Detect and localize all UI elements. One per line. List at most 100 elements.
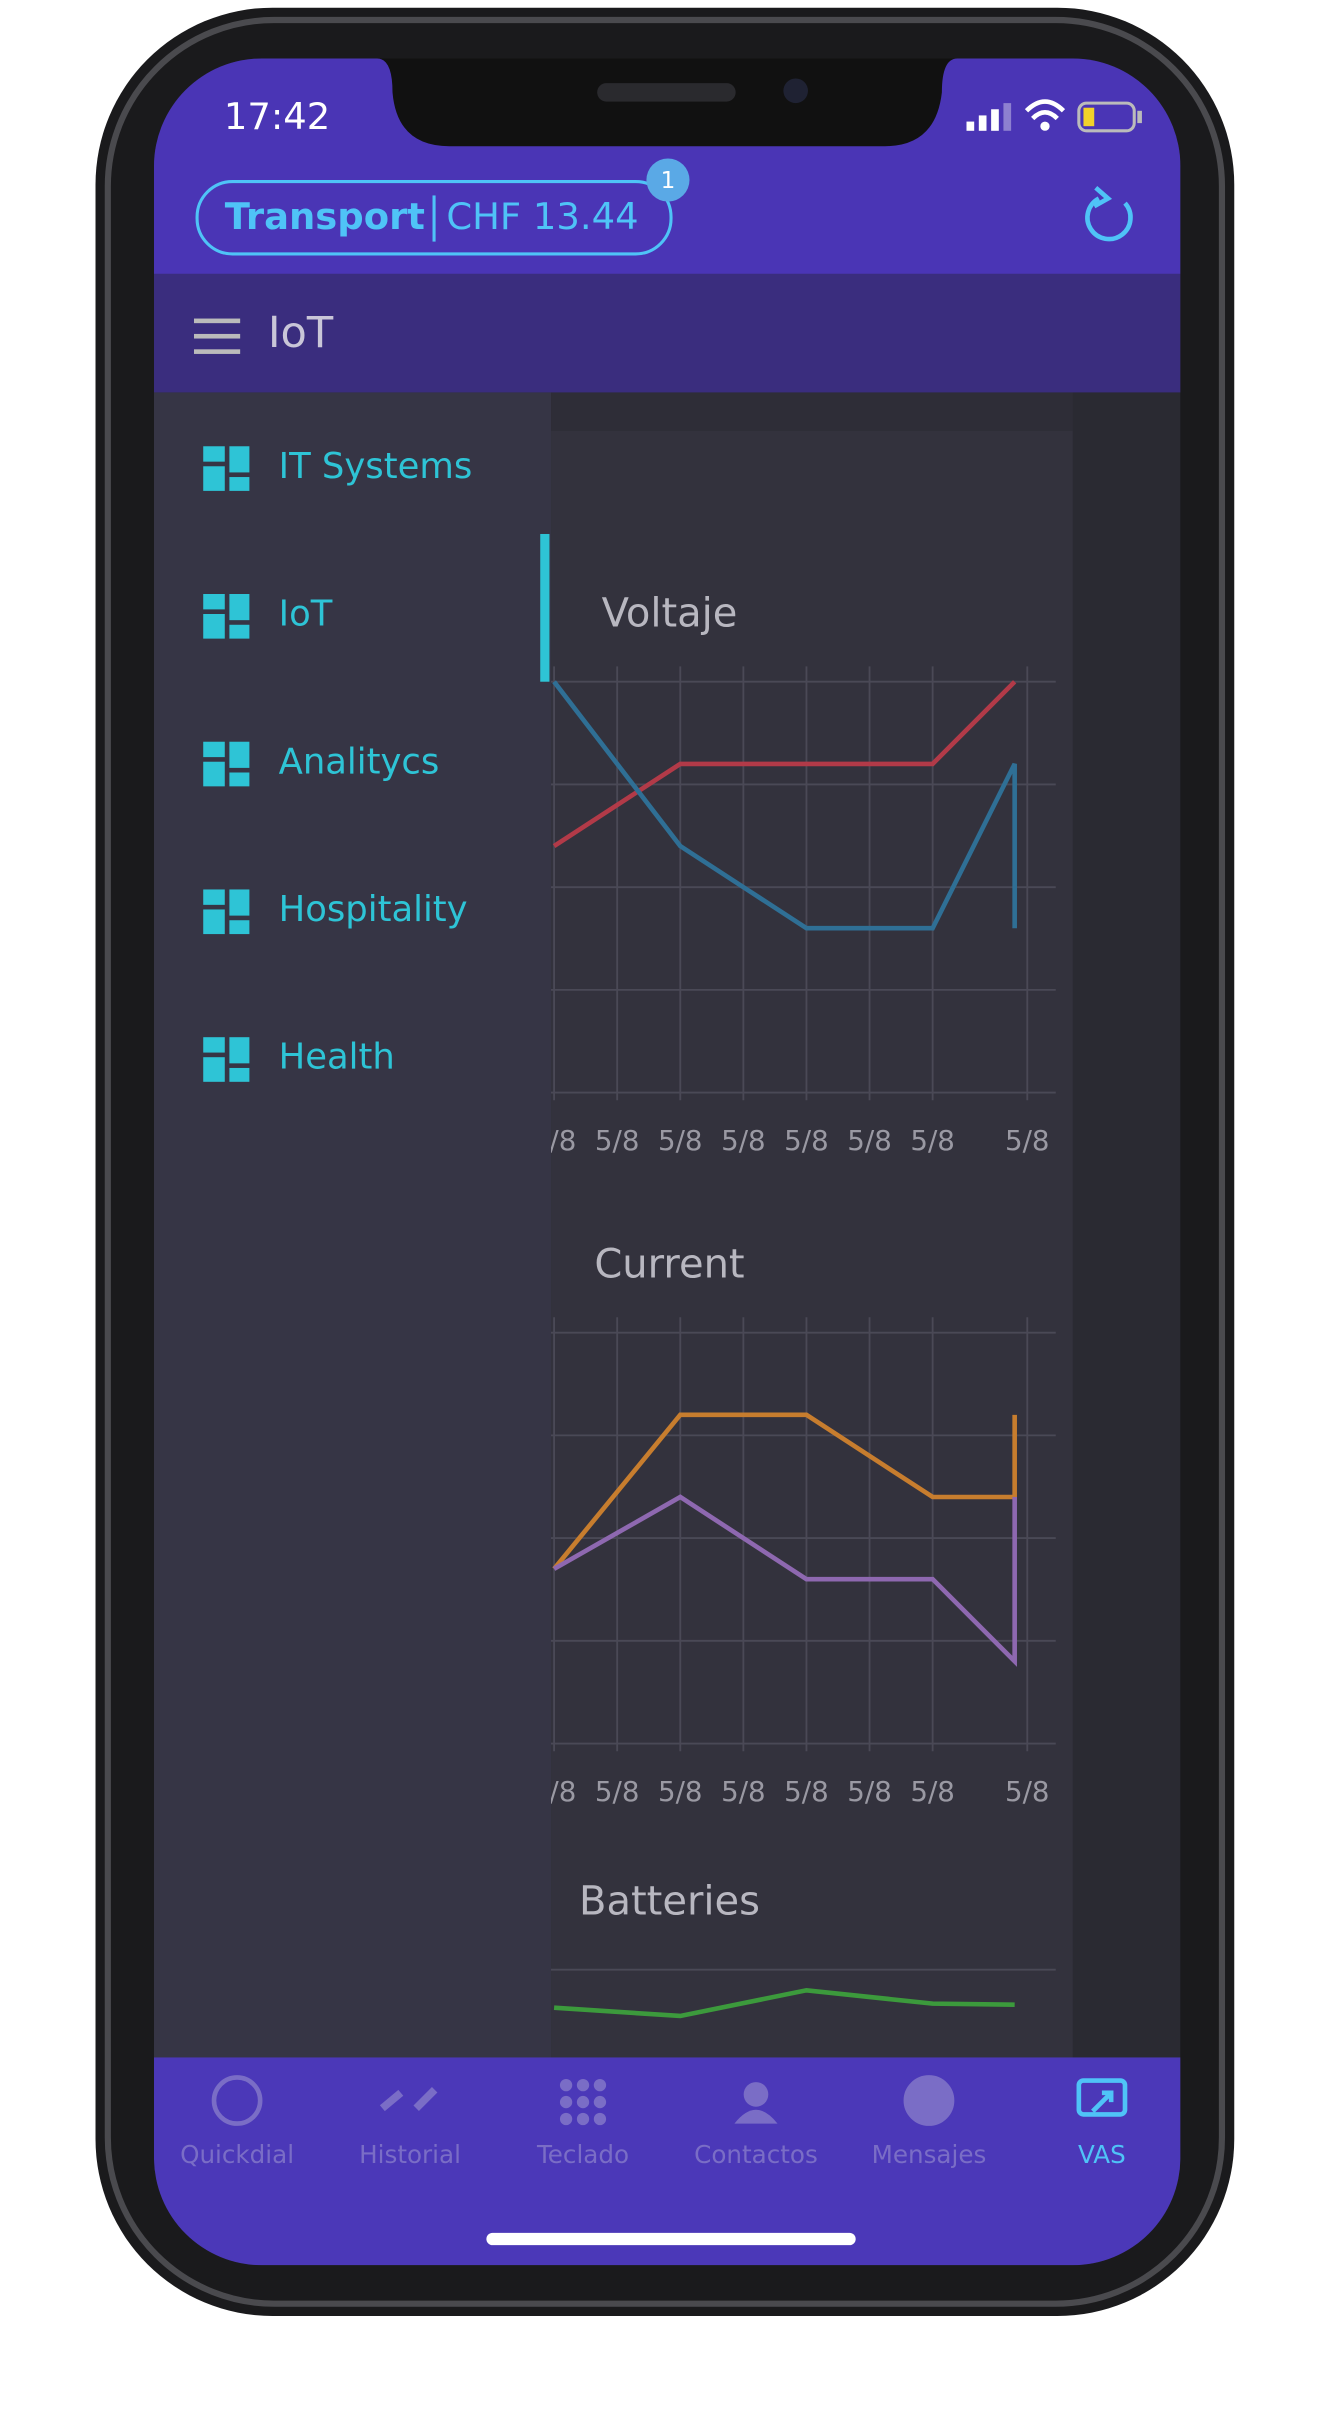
nav-label: Mensajes bbox=[872, 2140, 987, 2169]
nav-icon bbox=[559, 2112, 573, 2126]
menu-item[interactable]: IT Systems bbox=[203, 446, 472, 491]
menu-icon bbox=[203, 614, 225, 639]
badge-count: 1 bbox=[661, 168, 676, 194]
camera bbox=[783, 78, 808, 104]
nav-icon bbox=[903, 2075, 955, 2126]
home-indicator bbox=[486, 2232, 856, 2246]
nav-label: Historial bbox=[359, 2140, 461, 2169]
menu-icon bbox=[203, 909, 225, 935]
nav-icon bbox=[576, 2095, 590, 2109]
chart-title: Voltaje bbox=[602, 591, 738, 637]
nav-icon bbox=[211, 2075, 263, 2126]
nav-item[interactable]: Quickdial bbox=[180, 2075, 294, 2169]
drawer bbox=[153, 392, 552, 2070]
x-tick-label: 5/8 bbox=[1005, 1124, 1050, 1157]
menu-item[interactable]: IoT bbox=[203, 593, 333, 639]
menu-icon bbox=[229, 741, 250, 768]
nav-item[interactable]: Contactos bbox=[694, 2082, 818, 2169]
nav-items: Quickdial Historial Teclado Contactos Mensaj… bbox=[180, 2075, 1128, 2169]
x-tick-label: 5/8 bbox=[784, 1124, 829, 1157]
menu-label: Analitycs bbox=[279, 741, 440, 782]
nav-icon bbox=[593, 2078, 607, 2092]
menu-icon bbox=[229, 624, 250, 639]
nav-icon bbox=[1091, 2090, 1114, 2113]
nav-icon bbox=[559, 2095, 573, 2109]
menu-icon bbox=[229, 772, 250, 787]
speaker bbox=[597, 83, 736, 102]
menu-icon bbox=[229, 593, 250, 621]
menu-icon bbox=[203, 761, 225, 787]
x-tick-label: 5/8 bbox=[1005, 1775, 1050, 1808]
nav-item[interactable]: VAS bbox=[1076, 2078, 1128, 2169]
series-line bbox=[552, 1494, 1017, 1667]
nav-label: Quickdial bbox=[180, 2140, 294, 2169]
x-tick-label: 5/8 bbox=[595, 1775, 640, 1808]
x-tick-label: 5/8 bbox=[658, 1775, 703, 1808]
x-tick-label: 5/8 bbox=[595, 1124, 640, 1157]
series-line bbox=[552, 680, 1017, 931]
toolbar-title: IoT bbox=[268, 308, 334, 358]
menu-icon bbox=[203, 466, 225, 491]
brand: Transport bbox=[225, 195, 425, 238]
nav-icon bbox=[379, 2087, 438, 2112]
refresh-button[interactable] bbox=[1085, 186, 1133, 242]
menu-label: IT Systems bbox=[279, 446, 473, 487]
x-tick-label: 5/8 bbox=[847, 1124, 892, 1157]
nav-icon bbox=[559, 2078, 573, 2092]
x-tick-label: 5/8 bbox=[784, 1775, 829, 1808]
nav-icon bbox=[576, 2078, 590, 2092]
nav-icon bbox=[576, 2112, 590, 2126]
status-time: 17:42 bbox=[224, 95, 330, 138]
menu-icon bbox=[229, 1037, 250, 1064]
menu-icon bbox=[229, 477, 250, 491]
chart-title: Current bbox=[594, 1241, 744, 1287]
menu-icon bbox=[203, 593, 225, 610]
series-line bbox=[553, 1987, 1015, 2019]
card-top bbox=[551, 392, 1073, 431]
menu-icon bbox=[229, 889, 250, 916]
menu-label: Hospitality bbox=[279, 889, 468, 930]
drawer-menu: IT Systems IoT Analitycs Hospitality Health bbox=[203, 446, 550, 1082]
menu-item[interactable]: Hospitality bbox=[203, 889, 468, 935]
menu-label: Health bbox=[279, 1037, 395, 1078]
x-tick-label: 5/8 bbox=[658, 1124, 703, 1157]
x-tick-label: 5/8 bbox=[910, 1124, 955, 1157]
nav-label: Contactos bbox=[694, 2140, 818, 2169]
active-indicator bbox=[540, 533, 550, 682]
menu-icon bbox=[203, 446, 225, 462]
bottom-nav bbox=[153, 2057, 1181, 2266]
menu-icon bbox=[203, 889, 225, 905]
nav-icon bbox=[1076, 2078, 1128, 2117]
nav-icon bbox=[593, 2095, 607, 2109]
series-line bbox=[552, 680, 1017, 848]
menu-icon bbox=[229, 1067, 250, 1082]
x-tick-label: 5/8 bbox=[847, 1775, 892, 1808]
nav-item[interactable]: Teclado bbox=[536, 2078, 629, 2169]
nav-icon bbox=[593, 2112, 607, 2126]
x-tick-label: 5/8 bbox=[910, 1775, 955, 1808]
menu-item[interactable]: Health bbox=[203, 1037, 395, 1082]
nav-label: Teclado bbox=[536, 2140, 629, 2169]
balance: CHF 13.44 bbox=[446, 195, 638, 238]
nav-item[interactable]: Mensajes bbox=[872, 2075, 987, 2169]
badge bbox=[646, 158, 690, 202]
phone-bezel bbox=[104, 16, 1226, 2307]
chart-title: Batteries bbox=[579, 1879, 760, 1925]
menu-icon bbox=[203, 1037, 225, 1053]
menu-label: IoT bbox=[279, 594, 333, 635]
nav-item[interactable]: Historial bbox=[359, 2087, 461, 2169]
menu-icon bbox=[229, 446, 250, 473]
status-icons bbox=[966, 99, 1142, 133]
nav-label: VAS bbox=[1078, 2140, 1126, 2169]
menu-icon bbox=[203, 1057, 225, 1082]
chart-card bbox=[551, 392, 1073, 2070]
series-line bbox=[552, 1412, 1017, 1571]
wallet-pill[interactable] bbox=[195, 180, 673, 256]
toolbar bbox=[153, 273, 1181, 393]
x-tick-label: 5/8 bbox=[721, 1775, 766, 1808]
menu-button[interactable] bbox=[193, 318, 241, 354]
menu-item[interactable]: Analitycs bbox=[203, 741, 440, 787]
nav-icon bbox=[734, 2109, 778, 2124]
x-tick-label: 5/8 bbox=[721, 1124, 766, 1157]
